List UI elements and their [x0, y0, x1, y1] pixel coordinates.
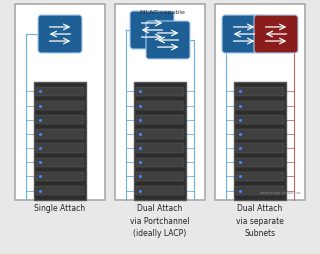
FancyBboxPatch shape: [215, 4, 305, 200]
FancyBboxPatch shape: [36, 143, 84, 153]
FancyBboxPatch shape: [254, 15, 298, 53]
FancyBboxPatch shape: [236, 172, 284, 181]
FancyBboxPatch shape: [36, 115, 84, 124]
FancyBboxPatch shape: [136, 115, 184, 124]
Text: MLAG capable: MLAG capable: [140, 10, 184, 15]
FancyBboxPatch shape: [15, 4, 105, 200]
FancyBboxPatch shape: [38, 15, 82, 53]
FancyBboxPatch shape: [136, 129, 184, 139]
FancyBboxPatch shape: [236, 157, 284, 167]
Text: Single Attach: Single Attach: [35, 204, 85, 213]
FancyBboxPatch shape: [136, 157, 184, 167]
FancyBboxPatch shape: [115, 4, 205, 200]
FancyBboxPatch shape: [222, 15, 266, 53]
FancyBboxPatch shape: [236, 101, 284, 110]
FancyBboxPatch shape: [36, 172, 84, 181]
FancyBboxPatch shape: [136, 87, 184, 96]
FancyBboxPatch shape: [36, 87, 84, 96]
FancyBboxPatch shape: [36, 129, 84, 139]
FancyBboxPatch shape: [146, 21, 190, 59]
FancyBboxPatch shape: [234, 82, 286, 200]
FancyBboxPatch shape: [236, 129, 284, 139]
FancyBboxPatch shape: [134, 82, 186, 200]
FancyBboxPatch shape: [36, 186, 84, 195]
FancyBboxPatch shape: [236, 87, 284, 96]
FancyBboxPatch shape: [236, 143, 284, 153]
FancyBboxPatch shape: [36, 157, 84, 167]
FancyBboxPatch shape: [236, 115, 284, 124]
FancyBboxPatch shape: [36, 101, 84, 110]
FancyBboxPatch shape: [34, 82, 86, 200]
FancyBboxPatch shape: [236, 186, 284, 195]
FancyBboxPatch shape: [130, 11, 174, 49]
FancyBboxPatch shape: [136, 172, 184, 181]
FancyBboxPatch shape: [136, 143, 184, 153]
Text: Dual Attach
via separate
Subnets: Dual Attach via separate Subnets: [236, 204, 284, 238]
FancyBboxPatch shape: [136, 186, 184, 195]
Text: Dual Attach
via Portchannel
(ideally LACP): Dual Attach via Portchannel (ideally LAC…: [130, 204, 190, 238]
Text: www.edge-cloud.net: www.edge-cloud.net: [260, 191, 302, 195]
FancyBboxPatch shape: [136, 101, 184, 110]
